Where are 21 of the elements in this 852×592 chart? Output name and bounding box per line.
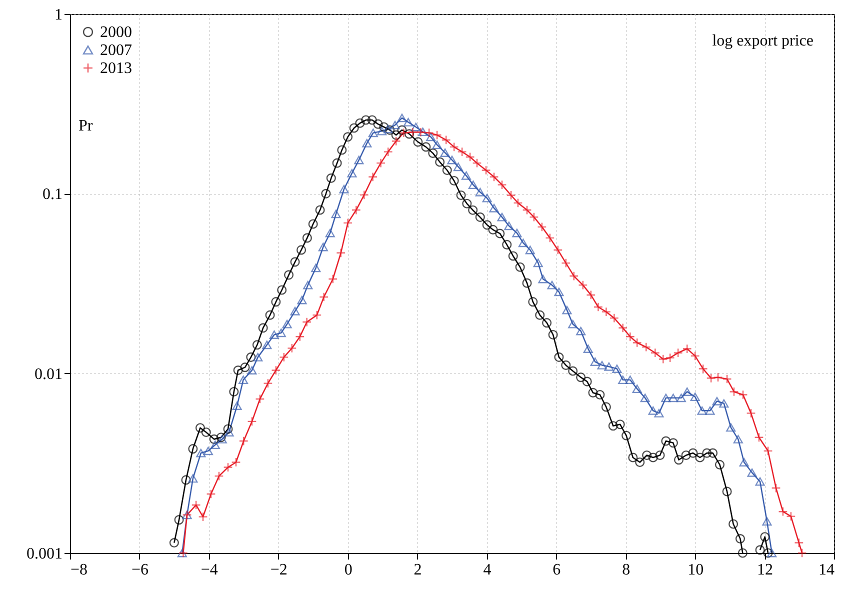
x-tick-label: 12	[757, 562, 774, 578]
x-tick-label: −8	[70, 562, 88, 578]
legend-label: 2013	[100, 60, 132, 77]
y-tick-label: 0.01	[34, 366, 62, 383]
x-tick-label: 8	[622, 562, 630, 578]
x-tick-label: −2	[270, 562, 288, 578]
x-tick-label: 6	[552, 562, 561, 578]
y-tick-label: 0.001	[26, 546, 62, 562]
y-tick-label: 0.1	[42, 186, 62, 204]
x-tick-label: −4	[200, 562, 218, 578]
y-tick-label: 1	[54, 6, 62, 24]
x-tick-label: 10	[688, 562, 704, 578]
x-axis-title: log export price	[712, 32, 814, 50]
legend-label: 2007	[100, 42, 132, 59]
legend-label: 2000	[100, 24, 132, 41]
x-tick-label: 14	[818, 562, 834, 578]
x-tick-label: 2	[414, 562, 422, 578]
x-tick-label: 4	[483, 562, 492, 578]
x-tick-label: −6	[131, 562, 148, 578]
x-tick-label: 0	[344, 562, 352, 578]
y-axis-title: Pr	[78, 118, 94, 134]
